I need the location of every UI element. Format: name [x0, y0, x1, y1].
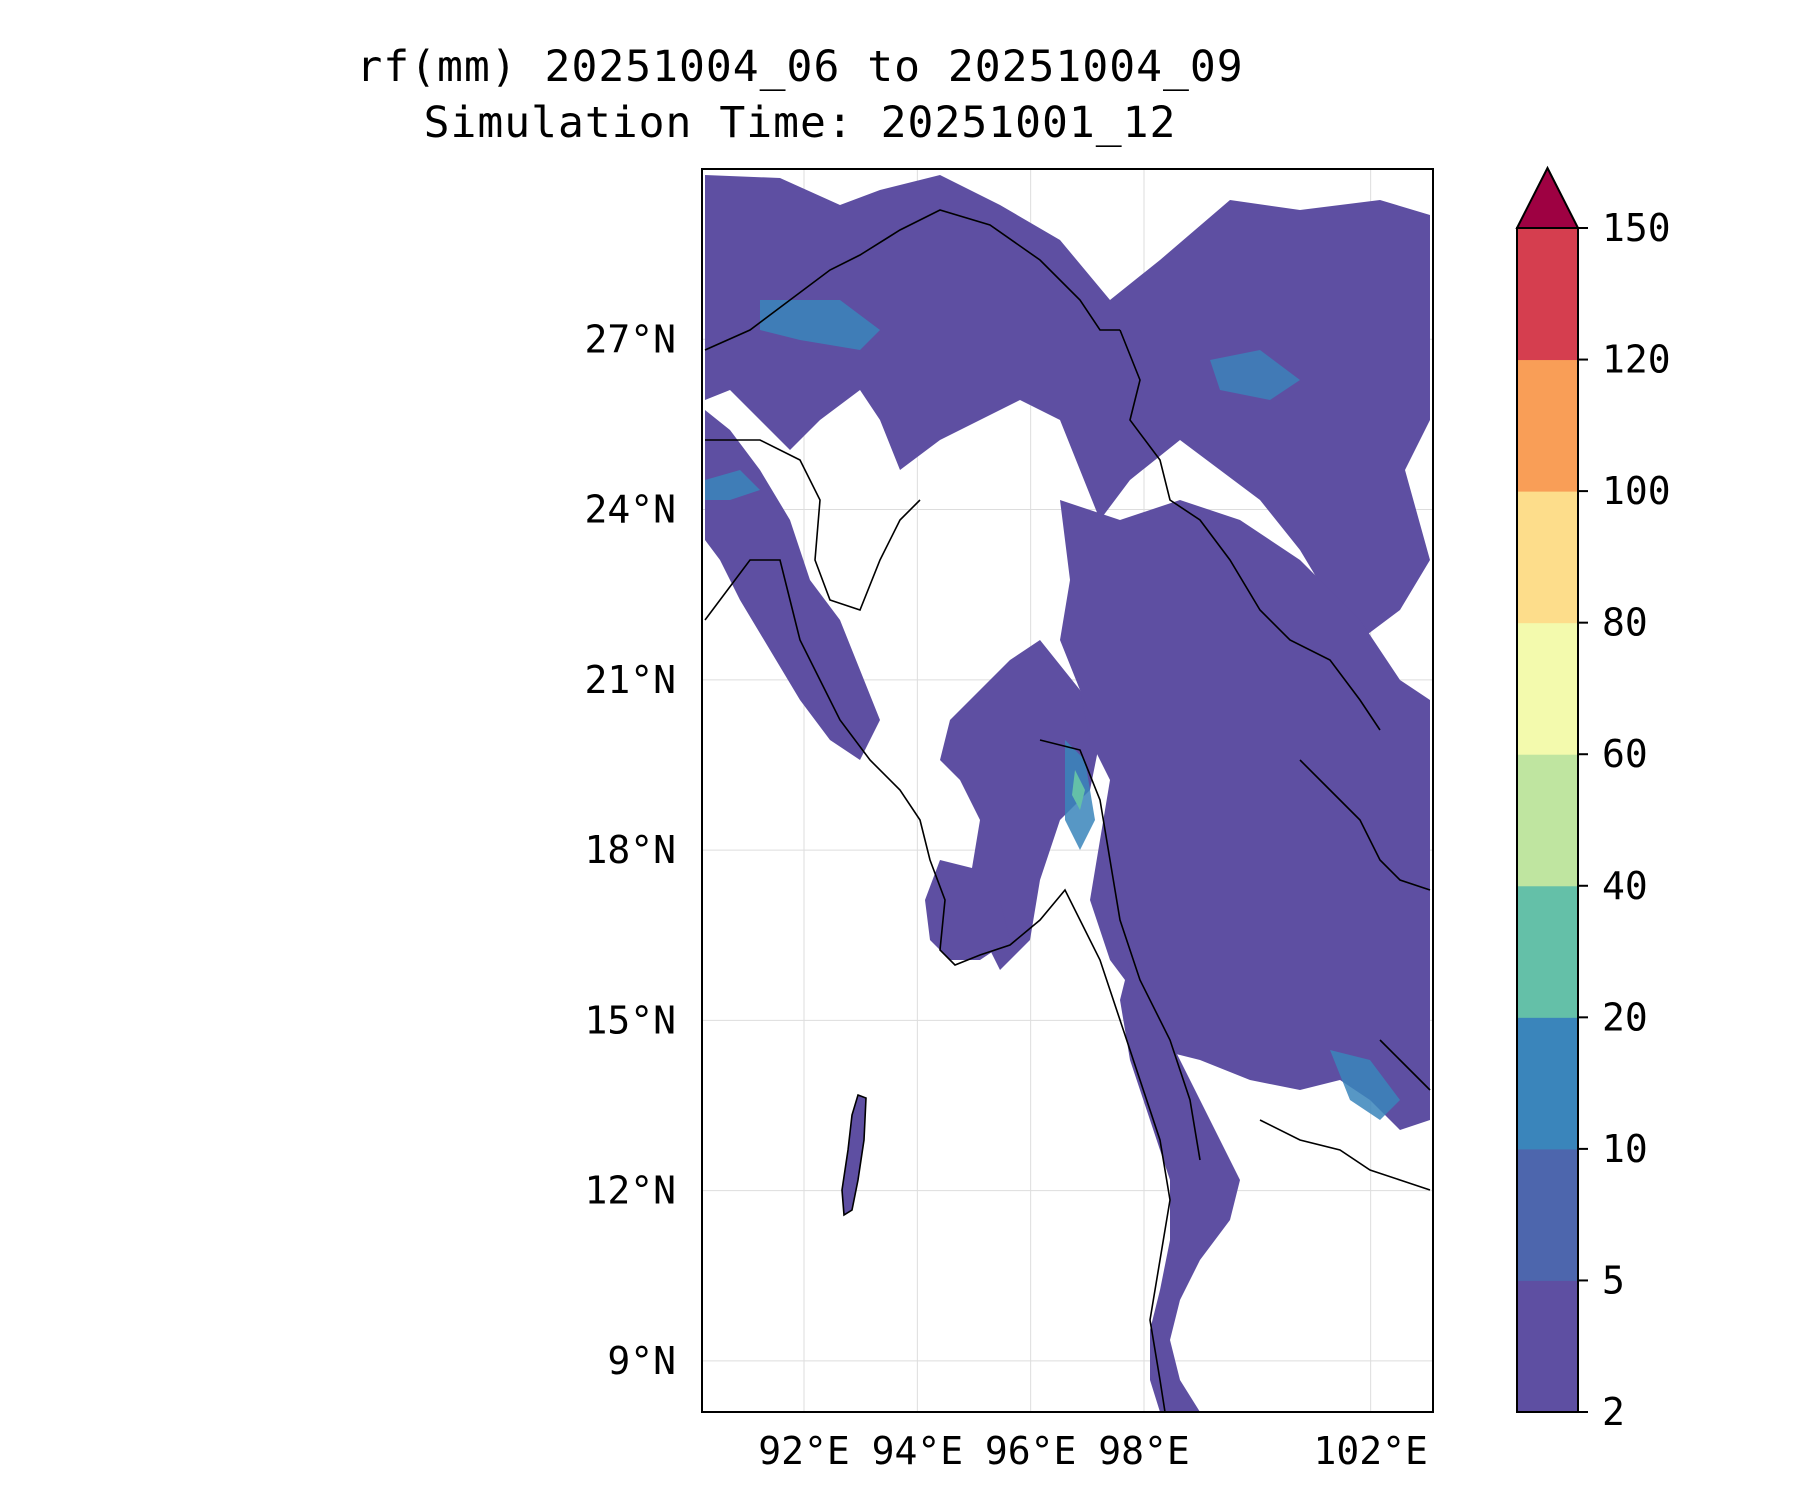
rain-accent-6 — [1210, 350, 1300, 400]
border-myanmar-thailand — [1039, 739, 1201, 1161]
colorbar-tick-label: 80 — [1602, 601, 1648, 645]
colorbar-bin — [1517, 1148, 1578, 1281]
rain-region-island — [842, 1095, 866, 1215]
coastline-gulf — [1259, 1119, 1431, 1191]
title-line-1: rf(mm) 20251004_06 to 20251004_09 — [356, 42, 1244, 92]
colorbar-tick-label: 60 — [1602, 732, 1648, 776]
lat-tick-label: 21°N — [584, 658, 676, 702]
rain-region-south — [1120, 960, 1240, 1412]
coastlines — [704, 209, 1431, 1412]
title-line-2: Simulation Time: 20251001_12 — [423, 98, 1177, 148]
colorbar-bin — [1517, 885, 1578, 1018]
lat-tick-label: 24°N — [584, 488, 676, 532]
colorbar-bin — [1517, 622, 1578, 755]
colorbar-bin — [1517, 1017, 1578, 1150]
rainfall-field — [705, 175, 1430, 1412]
rain-accent-3 — [1072, 770, 1085, 810]
lon-tick-label: 98°E — [1098, 1429, 1190, 1473]
rain-region-delta — [925, 860, 1010, 960]
coastline-bay — [704, 559, 1171, 1412]
colorbar-tick-label: 5 — [1602, 1258, 1625, 1302]
lat-tick-label: 15°N — [584, 998, 676, 1042]
border-bangladesh — [705, 439, 921, 611]
border-thailand-east — [1379, 1039, 1431, 1091]
lat-tick-label: 18°N — [584, 828, 676, 872]
lon-tick-label: 92°E — [758, 1429, 850, 1473]
colorbar-bin — [1517, 228, 1578, 361]
border-myanmar-china — [1119, 329, 1381, 731]
map-frame — [701, 168, 1434, 1413]
colorbar-tick-label: 120 — [1602, 338, 1671, 382]
lat-tick-label: 12°N — [584, 1169, 676, 1213]
rain-accent-4 — [1330, 1050, 1400, 1120]
rain-accent-5 — [705, 470, 760, 500]
rain-region-west — [705, 410, 880, 760]
lon-tick-label: 96°E — [985, 1429, 1077, 1473]
coastline-island — [841, 1093, 867, 1217]
colorbar-tick-label: 2 — [1602, 1390, 1625, 1434]
colorbar-bin — [1517, 491, 1578, 624]
colorbar-frame — [1516, 227, 1579, 1413]
colorbar-bin — [1517, 1280, 1578, 1413]
lat-tick-label: 27°N — [584, 317, 676, 361]
colorbar-extend-arrow — [1515, 165, 1580, 229]
border-laos-thailand — [1299, 759, 1431, 891]
lon-tick-label: 102°E — [1313, 1429, 1427, 1473]
colorbar-bin — [1517, 359, 1578, 492]
rain-region-east — [1060, 500, 1430, 1130]
lon-tick-label: 94°E — [872, 1429, 964, 1473]
colorbar: 2 5 10 20 40 60 80 100 120 150 — [1515, 165, 1671, 1434]
colorbar-bin — [1517, 754, 1578, 887]
axis-tick-labels: 27°N 24°N 21°N 18°N 15°N 12°N 9°N 92°E 94°E 96°E 9… — [584, 317, 1427, 1473]
colorbar-tick-label: 100 — [1602, 469, 1671, 513]
rain-accent-1 — [760, 300, 880, 350]
colorbar-tick-label: 40 — [1602, 864, 1648, 908]
colorbar-tick-label: 20 — [1602, 995, 1648, 1039]
colorbar-tick-label: 10 — [1602, 1127, 1648, 1171]
lat-tick-label: 9°N — [607, 1339, 676, 1383]
rain-region-north — [705, 175, 1430, 640]
colorbar-tick-label: 150 — [1602, 206, 1671, 250]
border-india-myanmar — [704, 209, 1120, 351]
